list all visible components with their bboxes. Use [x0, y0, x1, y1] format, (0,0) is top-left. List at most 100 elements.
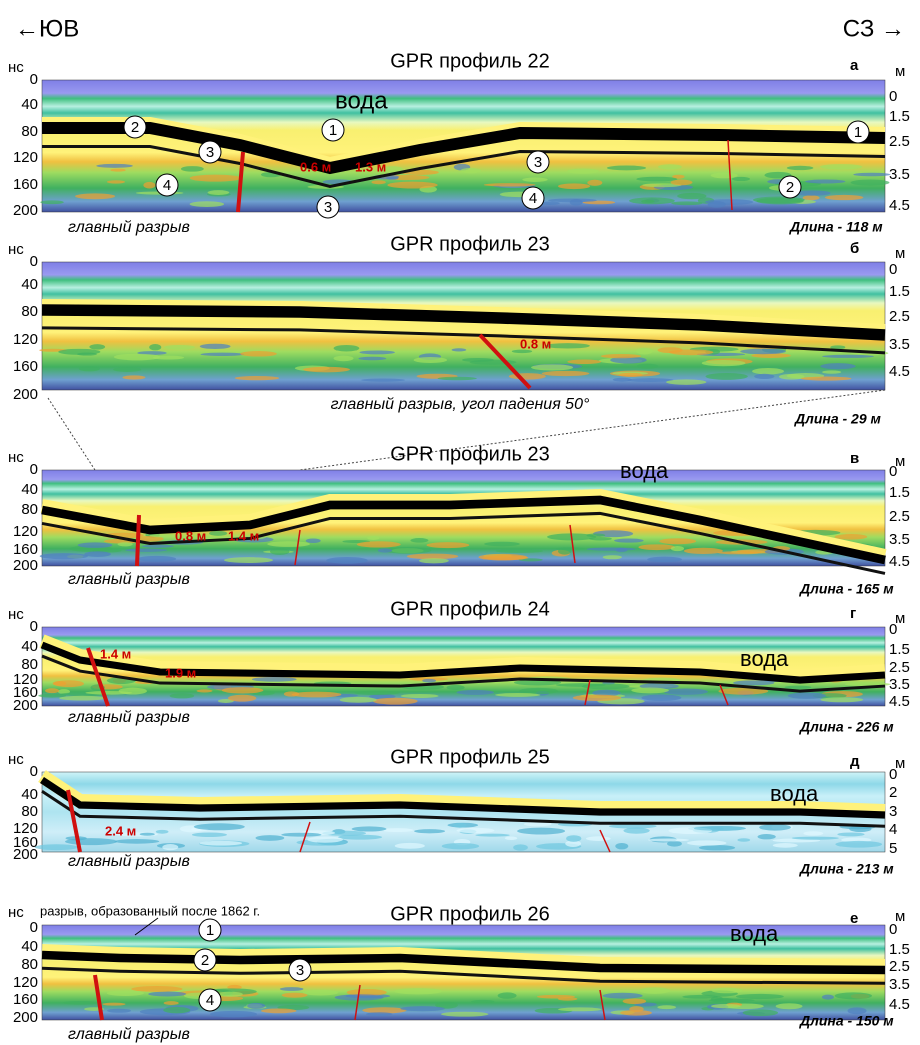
radargram-panel	[35, 772, 885, 852]
texture	[851, 179, 890, 185]
left-tick-label: 0	[30, 763, 38, 780]
texture	[784, 686, 811, 689]
texture	[394, 988, 442, 994]
annotation: вода	[730, 921, 779, 946]
texture	[453, 823, 467, 828]
texture	[498, 992, 517, 998]
texture	[164, 345, 195, 350]
texture	[637, 364, 659, 369]
right-tick-label: 2.5	[889, 133, 910, 150]
texture	[200, 344, 231, 349]
texture	[40, 200, 64, 204]
texture	[303, 367, 350, 373]
panel-letter: г	[850, 605, 856, 622]
length-label: Длина - 118 м	[789, 219, 883, 235]
texture	[787, 166, 814, 170]
radargram-panel	[39, 262, 888, 390]
right-tick-label: 3.5	[889, 531, 910, 548]
texture	[162, 844, 178, 850]
texture	[222, 687, 264, 693]
annotation: 1.3 м	[355, 159, 386, 174]
texture	[79, 366, 100, 371]
texture	[267, 541, 310, 547]
marker-label: 1	[206, 922, 214, 939]
texture	[224, 557, 273, 563]
texture	[471, 1000, 494, 1003]
zoom-line	[48, 398, 95, 470]
texture	[125, 548, 167, 551]
left-tick-label: 120	[13, 974, 38, 991]
left-tick-label: 120	[13, 331, 38, 348]
left-tick-label: 0	[30, 253, 38, 270]
left-tick-label: 0	[30, 71, 38, 88]
right-tick-label: 4	[889, 821, 897, 838]
texture	[131, 986, 182, 992]
texture	[522, 177, 547, 182]
texture	[803, 195, 820, 200]
texture	[78, 542, 113, 548]
texture	[531, 364, 573, 370]
texture	[200, 841, 242, 846]
texture	[89, 344, 105, 350]
texture	[371, 180, 385, 184]
left-tick-label: 40	[21, 481, 38, 498]
texture	[35, 844, 79, 850]
texture	[386, 177, 398, 180]
texture	[631, 688, 669, 694]
annotation: вода	[335, 87, 388, 114]
texture	[442, 843, 480, 849]
texture	[666, 379, 706, 384]
texture	[340, 697, 377, 703]
texture	[805, 180, 845, 184]
texture	[419, 558, 449, 563]
panel-title: GPR профиль 23	[390, 443, 550, 465]
panel-letter: д	[850, 753, 860, 770]
texture	[586, 836, 611, 841]
texture	[281, 833, 321, 837]
texture	[208, 190, 230, 195]
texture	[460, 168, 480, 173]
right-tick-label: 2.5	[889, 508, 910, 525]
texture	[566, 835, 581, 842]
texture	[837, 832, 864, 836]
length-label: Длина - 165 м	[799, 581, 894, 597]
right-tick-label: 4.5	[889, 553, 910, 570]
marker-label: 3	[206, 144, 214, 161]
texture	[558, 548, 571, 555]
texture	[102, 1003, 125, 1006]
texture	[736, 994, 784, 999]
annotation: 0.8 м	[520, 336, 551, 351]
texture	[657, 1005, 676, 1009]
texture	[614, 538, 643, 542]
texture	[671, 201, 702, 205]
figure: ←ЮВ СЗ → GPR профиль 22ансм0408012016020…	[0, 0, 920, 1045]
texture	[140, 833, 155, 836]
texture	[270, 548, 289, 555]
texture	[699, 845, 735, 850]
texture	[113, 367, 141, 372]
annotation: 1.9 м	[165, 665, 196, 680]
caption: главный разрыв	[68, 571, 190, 588]
annotation: разрыв, образованный после 1862 г.	[40, 903, 260, 918]
direction-right: СЗ →	[843, 15, 905, 42]
right-tick-label: 2.5	[889, 659, 910, 676]
right-tick-label: 1.5	[889, 941, 910, 958]
texture	[537, 995, 575, 999]
texture	[513, 844, 528, 850]
texture	[558, 1007, 602, 1011]
texture	[639, 987, 670, 993]
texture	[280, 987, 304, 991]
marker-label: 3	[324, 199, 332, 216]
annotation: 1.4 м	[228, 528, 259, 543]
texture	[149, 344, 161, 350]
left-tick-label: 80	[21, 123, 38, 140]
left-tick-label: 160	[13, 176, 38, 193]
texture	[62, 1001, 98, 1005]
texture	[292, 692, 342, 698]
texture	[118, 542, 133, 546]
texture	[607, 165, 646, 170]
left-unit: нс	[8, 241, 24, 258]
right-tick-label: 0	[889, 921, 897, 938]
annotation: 2.4 м	[105, 823, 136, 838]
right-tick-label: 2.5	[889, 958, 910, 975]
